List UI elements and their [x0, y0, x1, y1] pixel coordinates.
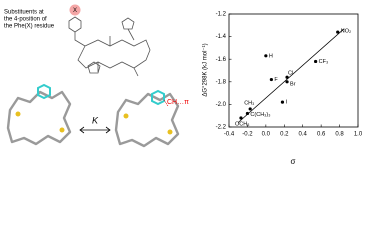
caption-line: Substituents at: [4, 10, 44, 16]
equilibrium-label: K: [92, 115, 99, 125]
point-label: NO₂: [341, 29, 351, 35]
y-tick-label: -1.4: [216, 34, 227, 40]
scatter-plot: ΔG°298K (kJ mol⁻¹) σ -0.4 -0.2 0.0 0.2 0.4 0.…: [203, 12, 363, 167]
point: [314, 59, 318, 64]
point: [336, 30, 340, 34]
figure: Substituents at the 4-position of the Ph…: [4, 4, 363, 167]
caption-line: the 4-position of: [4, 17, 47, 23]
x-tick-label: -0.4: [224, 132, 235, 138]
x-tick-label: 0.8: [335, 132, 344, 138]
phenyl-ring: [68, 16, 82, 33]
equilibrium: K: [79, 115, 111, 134]
point: [264, 54, 268, 58]
point-label: I: [285, 100, 287, 106]
substituent-label: X: [73, 8, 77, 14]
x-tick-label: -0.2: [242, 132, 253, 138]
x-tick-label: 1.0: [354, 132, 363, 138]
point: [285, 80, 289, 84]
macrocycle: [74, 32, 151, 69]
thiazole: [87, 61, 101, 74]
thiazole: [121, 17, 135, 30]
point: [245, 111, 250, 116]
point: [269, 77, 273, 82]
x-tick-label: 0.4: [299, 132, 308, 138]
y-tick-label: -2.0: [216, 102, 227, 108]
sulfur: [15, 111, 21, 117]
substituent-badge: [69, 4, 81, 16]
sulfur: [167, 129, 173, 135]
bonds: [97, 28, 139, 77]
caption-line: the Phe(X) residue: [4, 24, 55, 30]
point-label: F: [274, 77, 278, 83]
x-tick-label: 0.2: [280, 132, 289, 138]
point: [280, 100, 285, 104]
sulfur: [59, 127, 65, 133]
point-label: Br: [290, 81, 296, 87]
interaction-label: CH…π: [167, 99, 189, 106]
point: [248, 107, 252, 111]
x-tick-label: 0.6: [317, 132, 326, 138]
caption: Substituents at the 4-position of the Ph…: [4, 10, 55, 30]
x-axis-label: σ: [291, 157, 296, 166]
model-right: CH…π: [114, 89, 189, 148]
y-tick-label: -2.2: [216, 125, 227, 131]
structure: X: [68, 4, 151, 77]
point: [239, 116, 243, 120]
trend-line: [237, 28, 345, 123]
y-tick-label: -1.6: [216, 57, 227, 63]
x-tick-label: 0.0: [262, 132, 271, 138]
y-tick-label: -1.8: [216, 79, 227, 85]
point-label: CH₃: [244, 100, 254, 106]
plot-frame: [228, 13, 359, 128]
point-label: CF₃: [319, 59, 329, 65]
point-label: H: [269, 53, 273, 59]
point-label: Cl: [288, 71, 293, 77]
phenyl-ring: [37, 83, 51, 100]
phenyl-ring: [151, 89, 165, 106]
y-axis-label: ΔG°298K (kJ mol⁻¹): [203, 43, 209, 96]
point: [285, 75, 289, 79]
y-tick-label: -1.2: [216, 12, 227, 18]
sulfur: [123, 113, 129, 119]
point-label: C(CH₃)₃: [250, 112, 270, 118]
point-label: OCH₃: [235, 121, 249, 127]
model-left: [6, 83, 72, 146]
